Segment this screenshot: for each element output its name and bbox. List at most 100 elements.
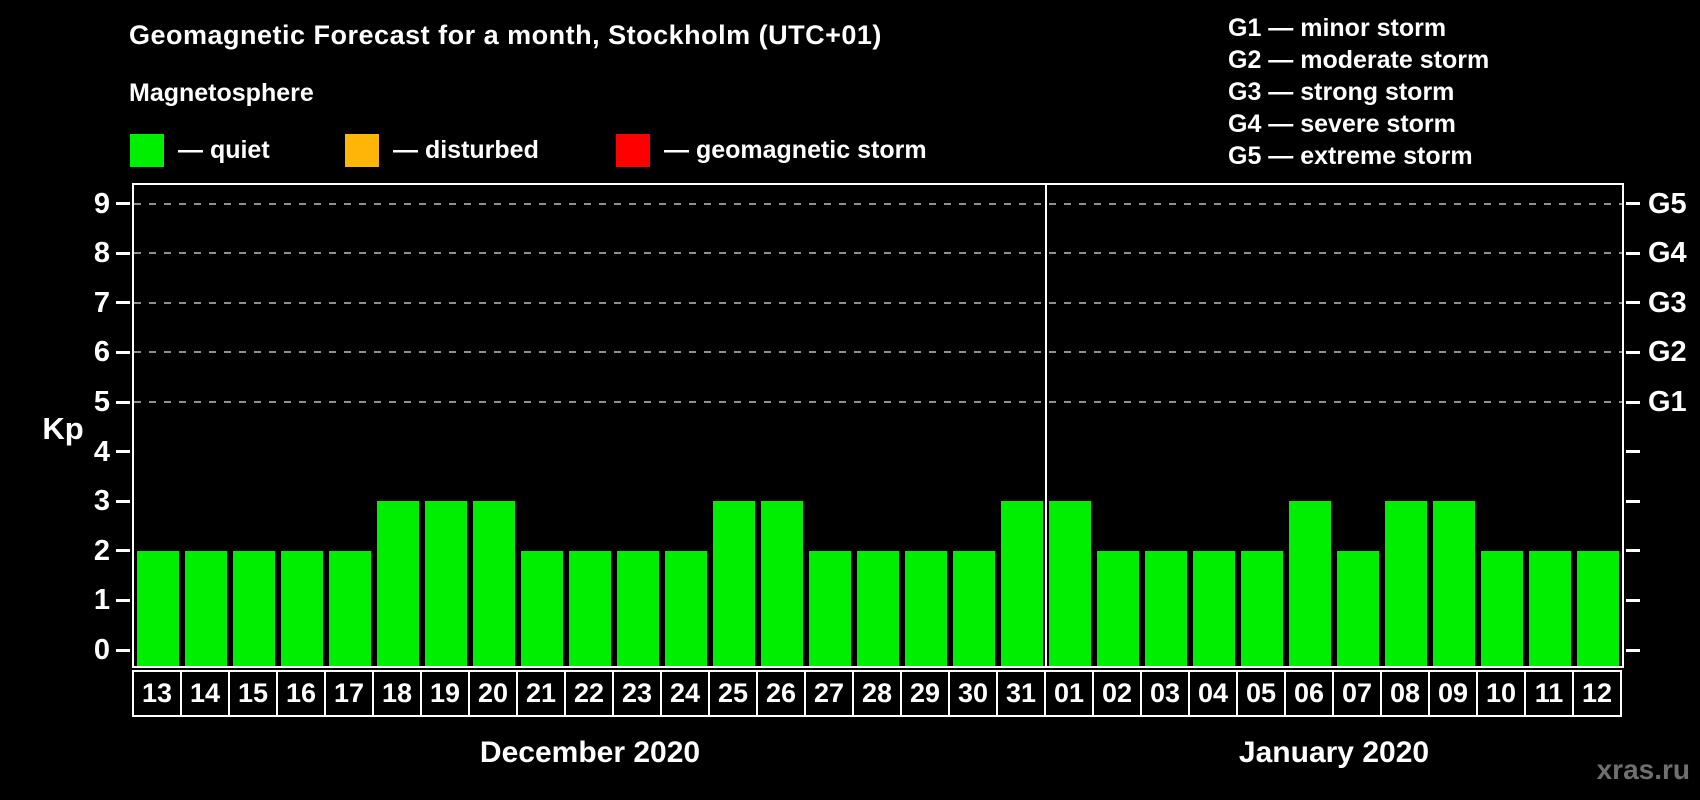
legend-item-geomagnetic-storm: — geomagnetic storm — [616, 134, 927, 167]
date-label: 04 — [1197, 678, 1229, 708]
kp-bar — [1433, 501, 1475, 666]
plot-area: 0 1 2 3 4 5 6 7 8 9 G1 G2 G3 G4 G5 — [94, 183, 1687, 668]
y-axis-label: 3 — [93, 485, 110, 518]
g-legend-line: G5 — extreme storm — [1228, 142, 1473, 170]
date-cell: 17 — [324, 670, 374, 717]
date-cell: 25 — [708, 670, 758, 717]
date-cell: 04 — [1188, 670, 1238, 717]
y-axis-tick — [116, 400, 130, 404]
date-cell: 30 — [948, 670, 998, 717]
y-axis-tick — [116, 450, 130, 454]
date-cell: 26 — [756, 670, 806, 717]
date-cell: 20 — [468, 670, 518, 717]
kp-bar — [1289, 501, 1331, 666]
legend-item-label: — quiet — [178, 136, 270, 164]
date-label: 18 — [381, 678, 413, 708]
legend-item-label: — disturbed — [393, 136, 539, 164]
g-axis-tick — [1626, 251, 1640, 255]
date-label: 17 — [333, 678, 365, 708]
date-cell: 24 — [660, 670, 710, 717]
date-label: 09 — [1437, 678, 1469, 708]
y-axis-label: 9 — [93, 187, 110, 220]
date-cell: 09 — [1428, 670, 1478, 717]
kp-bar — [1337, 550, 1379, 666]
y-axis-label: 4 — [93, 435, 110, 468]
date-label: 28 — [861, 678, 893, 708]
date-cell: 08 — [1380, 670, 1430, 717]
kp-bar — [473, 501, 515, 666]
y-axis-title: Kp — [42, 411, 84, 446]
kp-bar — [1193, 550, 1235, 666]
kp-bar — [1097, 550, 1139, 666]
chart-title: Geomagnetic Forecast for a month, Stockh… — [129, 20, 882, 50]
date-label: 07 — [1341, 678, 1373, 708]
kp-bar — [1049, 501, 1091, 666]
kp-bar — [617, 550, 659, 666]
date-cell: 29 — [900, 670, 950, 717]
kp-bar — [1145, 550, 1187, 666]
kp-bar — [137, 550, 179, 666]
g-axis-tick — [1626, 648, 1640, 652]
g-legend-line: G1 — minor storm — [1228, 14, 1447, 42]
kp-bar — [1481, 550, 1523, 666]
kp-bar — [569, 550, 611, 666]
kp-bar — [809, 550, 851, 666]
date-label: 13 — [141, 678, 173, 708]
date-label: 03 — [1149, 678, 1181, 708]
date-cell: 18 — [372, 670, 422, 717]
kp-bar — [857, 550, 899, 666]
kp-bar — [425, 501, 467, 666]
kp-bar — [185, 550, 227, 666]
y-axis-tick — [116, 648, 130, 652]
g-axis-label: G2 — [1648, 336, 1687, 369]
gridline — [134, 202, 1622, 205]
date-cell: 15 — [228, 670, 278, 717]
date-cell: 05 — [1236, 670, 1286, 717]
y-axis-label: 5 — [93, 386, 110, 418]
y-axis-label: 0 — [93, 634, 110, 666]
y-axis-tick — [116, 202, 130, 206]
g-axis-tick — [1626, 549, 1640, 553]
date-label: 21 — [525, 678, 557, 708]
g-legend-line: G3 — strong storm — [1228, 78, 1455, 106]
legend-item-quiet: — quiet — [130, 134, 270, 167]
gridline — [134, 351, 1622, 354]
date-cell: 28 — [852, 670, 902, 717]
month-label: January 2020 — [1238, 736, 1430, 769]
date-label: 11 — [1534, 678, 1564, 708]
date-cell: 10 — [1476, 670, 1526, 717]
kp-bar — [329, 550, 371, 666]
g-axis-tick — [1626, 598, 1640, 602]
y-axis-label: 6 — [93, 336, 110, 369]
date-cell: 13 — [132, 670, 182, 717]
date-label: 22 — [573, 678, 605, 708]
y-axis-tick — [116, 499, 130, 503]
y-axis-tick — [116, 350, 130, 354]
date-cell: 23 — [612, 670, 662, 717]
g-axis-label: G3 — [1648, 286, 1687, 319]
magnetosphere-legend-heading: Magnetosphere — [129, 79, 314, 107]
date-label: 02 — [1101, 678, 1133, 708]
g-axis-label: G1 — [1648, 386, 1687, 418]
date-label: 15 — [237, 678, 269, 708]
date-cell: 27 — [804, 670, 854, 717]
date-label: 06 — [1293, 678, 1325, 708]
gridline — [134, 252, 1622, 255]
month-separator — [1045, 185, 1047, 666]
date-label: 05 — [1245, 678, 1277, 708]
y-axis-tick — [116, 598, 130, 602]
geomagnetic-storm-swatch-icon — [616, 134, 650, 167]
y-axis-label: 1 — [93, 584, 110, 617]
gridline — [134, 301, 1622, 304]
kp-bar — [905, 550, 947, 666]
legend-item-disturbed: — disturbed — [345, 134, 539, 167]
g-axis-tick — [1626, 350, 1640, 354]
g-axis-label: G4 — [1648, 237, 1687, 270]
date-label: 23 — [621, 678, 653, 708]
g-axis-tick — [1626, 450, 1640, 454]
quiet-swatch-icon — [130, 134, 164, 167]
gridline — [134, 401, 1622, 403]
g-axis-label: G5 — [1648, 187, 1687, 220]
kp-bar — [1529, 550, 1571, 666]
